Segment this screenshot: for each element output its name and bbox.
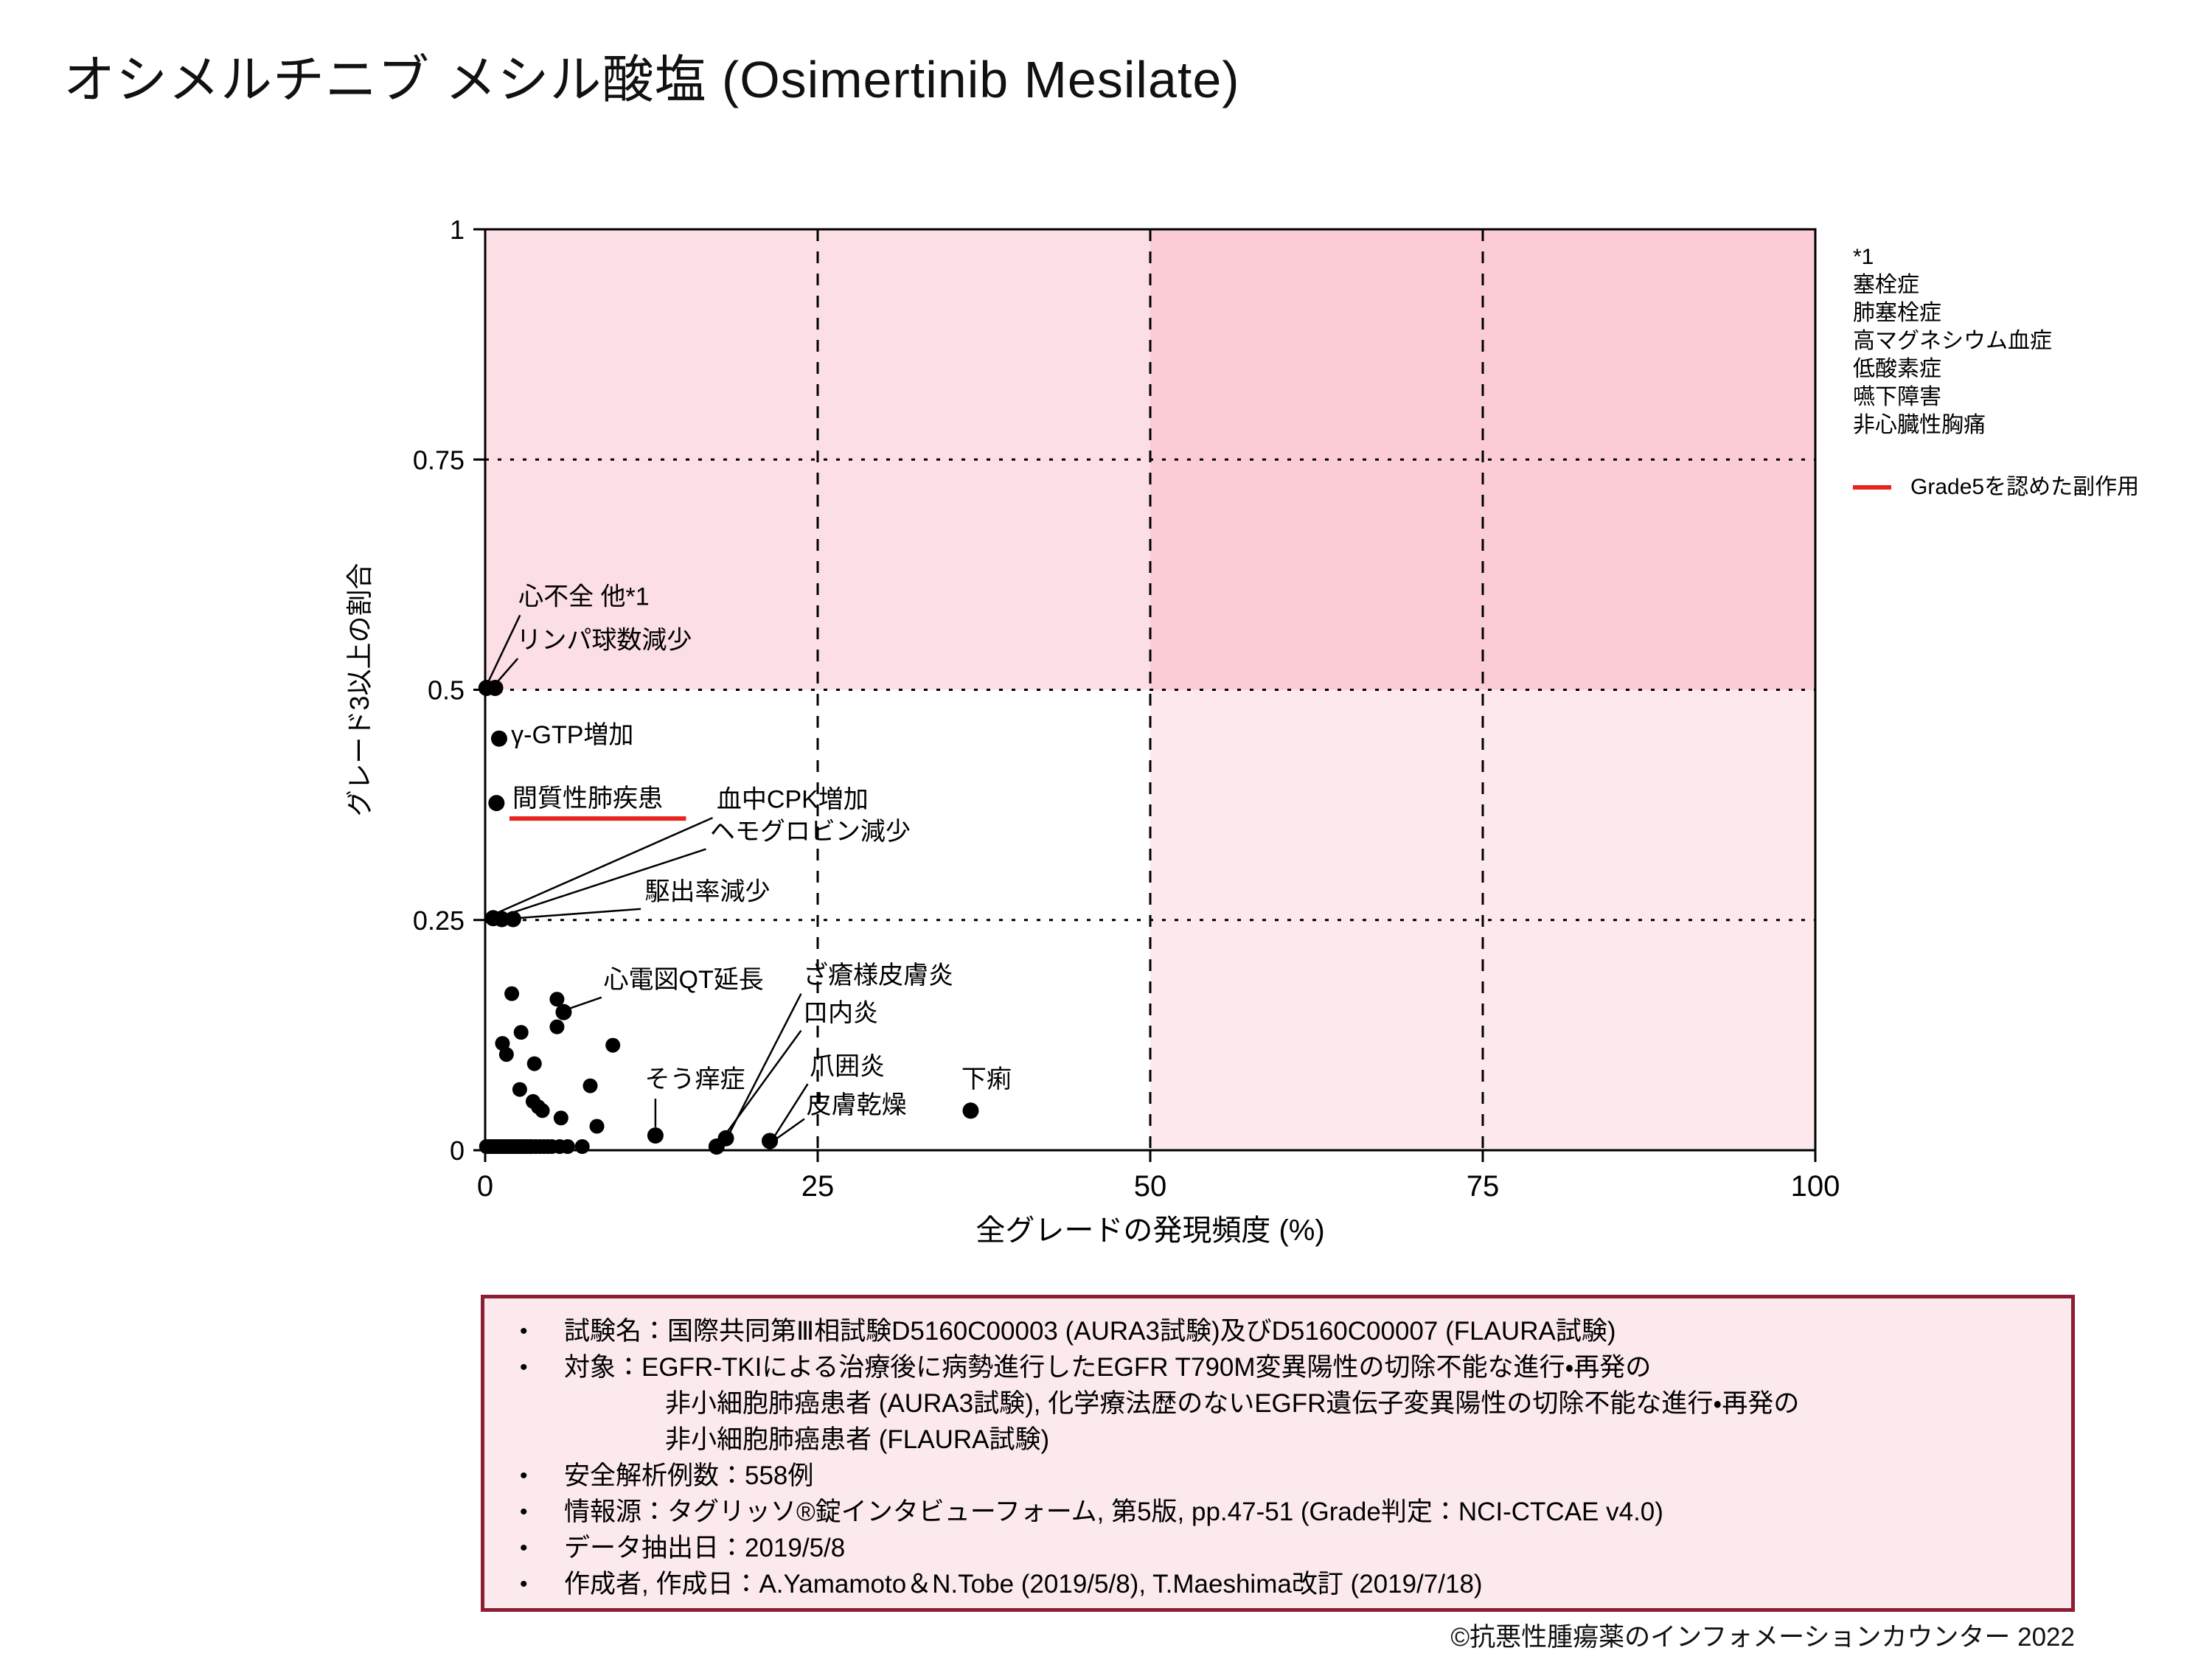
grade5-line-swatch-icon: [1853, 485, 1891, 490]
leader-line: [773, 1083, 809, 1138]
point-label: γ-GTP増加: [511, 721, 633, 749]
legend-item: 低酸素症: [1853, 357, 1941, 381]
data-point: [605, 1037, 621, 1053]
bullet-icon: •: [520, 1319, 528, 1343]
footer-note-box: • 試験名：国際共同第Ⅲ相試験D5160C00003 (AURA3試験)及びD51…: [481, 1295, 2075, 1612]
y-axis-title: グレード3以上の割合: [344, 563, 375, 816]
grade5-label: Grade5を認めた副作用: [1910, 475, 2140, 499]
data-point-labeled: [555, 1004, 572, 1020]
leader-line: [516, 908, 641, 919]
x-tick-label: 50: [1134, 1170, 1167, 1203]
legend-grade5-entry: Grade5を認めた副作用: [1853, 473, 2139, 501]
x-tick-label: 25: [801, 1170, 835, 1203]
copyright: ©抗悪性腫瘍薬のインフォメーションカウンター 2022: [1450, 1623, 2075, 1652]
y-tick-label: 0.75: [413, 445, 465, 475]
x-tick-label: 100: [1791, 1170, 1840, 1203]
point-label: 口内炎: [803, 999, 878, 1027]
data-point: [504, 986, 520, 1001]
point-label: ざ瘡様皮膚炎: [803, 961, 953, 990]
footer-line: • 作成者, 作成日：A.Yamamoto＆N.Tobe (2019/5/8), …: [507, 1566, 2049, 1602]
page-title: オシメルチニブ メシル酸塩 (Osimertinib Mesilate): [63, 51, 1240, 108]
point-label: 駆出率減少: [644, 877, 770, 905]
data-point-labeled: [962, 1102, 979, 1119]
footer-line-text: 作成者, 作成日：A.Yamamoto＆N.Tobe (2019/5/8), T…: [564, 1570, 1483, 1599]
point-label: 下痢: [961, 1065, 1012, 1093]
leader-line: [728, 993, 802, 1135]
legend-note-items: 塞栓症肺塞栓症高マグネシウム血症 低酸素症嚥下障害非心臓性胸痛: [1853, 271, 2139, 439]
footer-line-text: 非小細胞肺癌患者 (AURA3試験), 化学療法歴のないEGFR遺伝子変異陽性の…: [665, 1389, 1800, 1418]
leader-line: [495, 658, 519, 684]
legend-item: 嚥下障害: [1853, 385, 1941, 409]
leader-line: [487, 614, 521, 684]
legend-note-label: *1: [1853, 245, 1874, 269]
point-label: 心不全 他*1: [518, 583, 650, 611]
leader-line: [719, 1029, 802, 1143]
x-tick-label: 75: [1467, 1170, 1500, 1203]
data-point: [498, 1047, 514, 1062]
footer-line: 非小細胞肺癌患者 (AURA3試験), 化学療法歴のないEGFR遺伝子変異陽性の…: [507, 1385, 2049, 1422]
data-point: [535, 1103, 550, 1119]
data-point-labeled: [762, 1133, 779, 1150]
data-point-labeled: [488, 795, 505, 812]
leader-line: [566, 996, 602, 1011]
data-point: [549, 992, 565, 1007]
chart-legend: *1 塞栓症肺塞栓症高マグネシウム血症 低酸素症嚥下障害非心臓性胸痛 Grade5…: [1853, 243, 2139, 501]
bullet-icon: •: [520, 1355, 528, 1380]
data-point: [582, 1078, 598, 1093]
y-tick-label: 0.5: [428, 675, 465, 706]
point-label: そう痒症: [644, 1065, 745, 1093]
footer-line: • データ抽出日：2019/5/8: [507, 1530, 2049, 1566]
footer-line: • 対象：EGFR-TKIによる治療後に病勢進行したEGFR T790M変異陽性の…: [507, 1349, 2049, 1385]
footer-line: • 安全解析例数：558例: [507, 1458, 2049, 1494]
data-point: [512, 1082, 527, 1097]
point-label: ヘモグロビン減少: [710, 818, 911, 846]
data-point: [560, 1139, 575, 1155]
bullet-icon: •: [520, 1464, 528, 1488]
point-label: 皮膚乾燥: [807, 1091, 907, 1119]
data-point-labeled: [490, 730, 507, 747]
footer-line-text: 非小細胞肺癌患者 (FLAURA試験): [665, 1425, 1050, 1454]
x-tick-label: 0: [477, 1170, 493, 1203]
point-label: 爪囲炎: [810, 1053, 885, 1081]
legend-item: 肺塞栓症: [1853, 301, 1941, 325]
data-point-labeled: [487, 680, 504, 697]
data-point: [574, 1139, 590, 1155]
x-axis-title: 全グレードの発現頻度 (%): [975, 1214, 1324, 1247]
leader-line: [495, 816, 713, 915]
point-label: 間質性肺疾患: [512, 785, 663, 813]
data-point: [513, 1025, 529, 1040]
footer-line: 非小細胞肺癌患者 (FLAURA試験): [507, 1422, 2049, 1458]
y-tick-label: 0.25: [413, 905, 465, 936]
footer-line: • 情報源：タグリッソ®錠インタビューフォーム, 第5版, pp.47-51 (G…: [507, 1494, 2049, 1530]
leader-line: [503, 848, 706, 917]
bullet-icon: •: [520, 1572, 528, 1596]
y-tick-label: 0: [450, 1135, 465, 1166]
footer-line-text: データ抽出日：2019/5/8: [564, 1534, 846, 1562]
legend-item: 非心臓性胸痛: [1853, 413, 1986, 437]
footer-line-text: 安全解析例数：558例: [564, 1461, 814, 1490]
legend-item: 高マグネシウム血症: [1853, 329, 2052, 353]
point-label: リンパ球数減少: [516, 626, 692, 654]
point-label: 心電図QT延長: [604, 966, 764, 994]
data-point: [589, 1119, 605, 1134]
point-label: 血中CPK増加: [717, 785, 869, 813]
leader-line: [773, 1118, 805, 1141]
footer-line-text: 対象：EGFR-TKIによる治療後に病勢進行したEGFR T790M変異陽性の切…: [564, 1353, 1652, 1382]
footer-line-text: 情報源：タグリッソ®錠インタビューフォーム, 第5版, pp.47-51 (Gr…: [564, 1498, 1663, 1526]
data-point: [526, 1056, 542, 1071]
bullet-icon: •: [520, 1500, 528, 1524]
data-point-labeled: [708, 1138, 725, 1155]
footer-line-text: 試験名：国際共同第Ⅲ相試験D5160C00003 (AURA3試験)及びD516…: [564, 1317, 1616, 1346]
bullet-icon: •: [520, 1536, 528, 1560]
legend-item: 塞栓症: [1853, 273, 1919, 297]
data-point-labeled: [647, 1127, 664, 1144]
data-point: [549, 1019, 565, 1034]
data-point-labeled: [493, 911, 510, 928]
footer-line: • 試験名：国際共同第Ⅲ相試験D5160C00003 (AURA3試験)及びD51…: [507, 1313, 2049, 1349]
data-point: [553, 1110, 568, 1126]
y-tick-label: 1: [450, 215, 465, 245]
data-point-labeled: [504, 911, 521, 928]
